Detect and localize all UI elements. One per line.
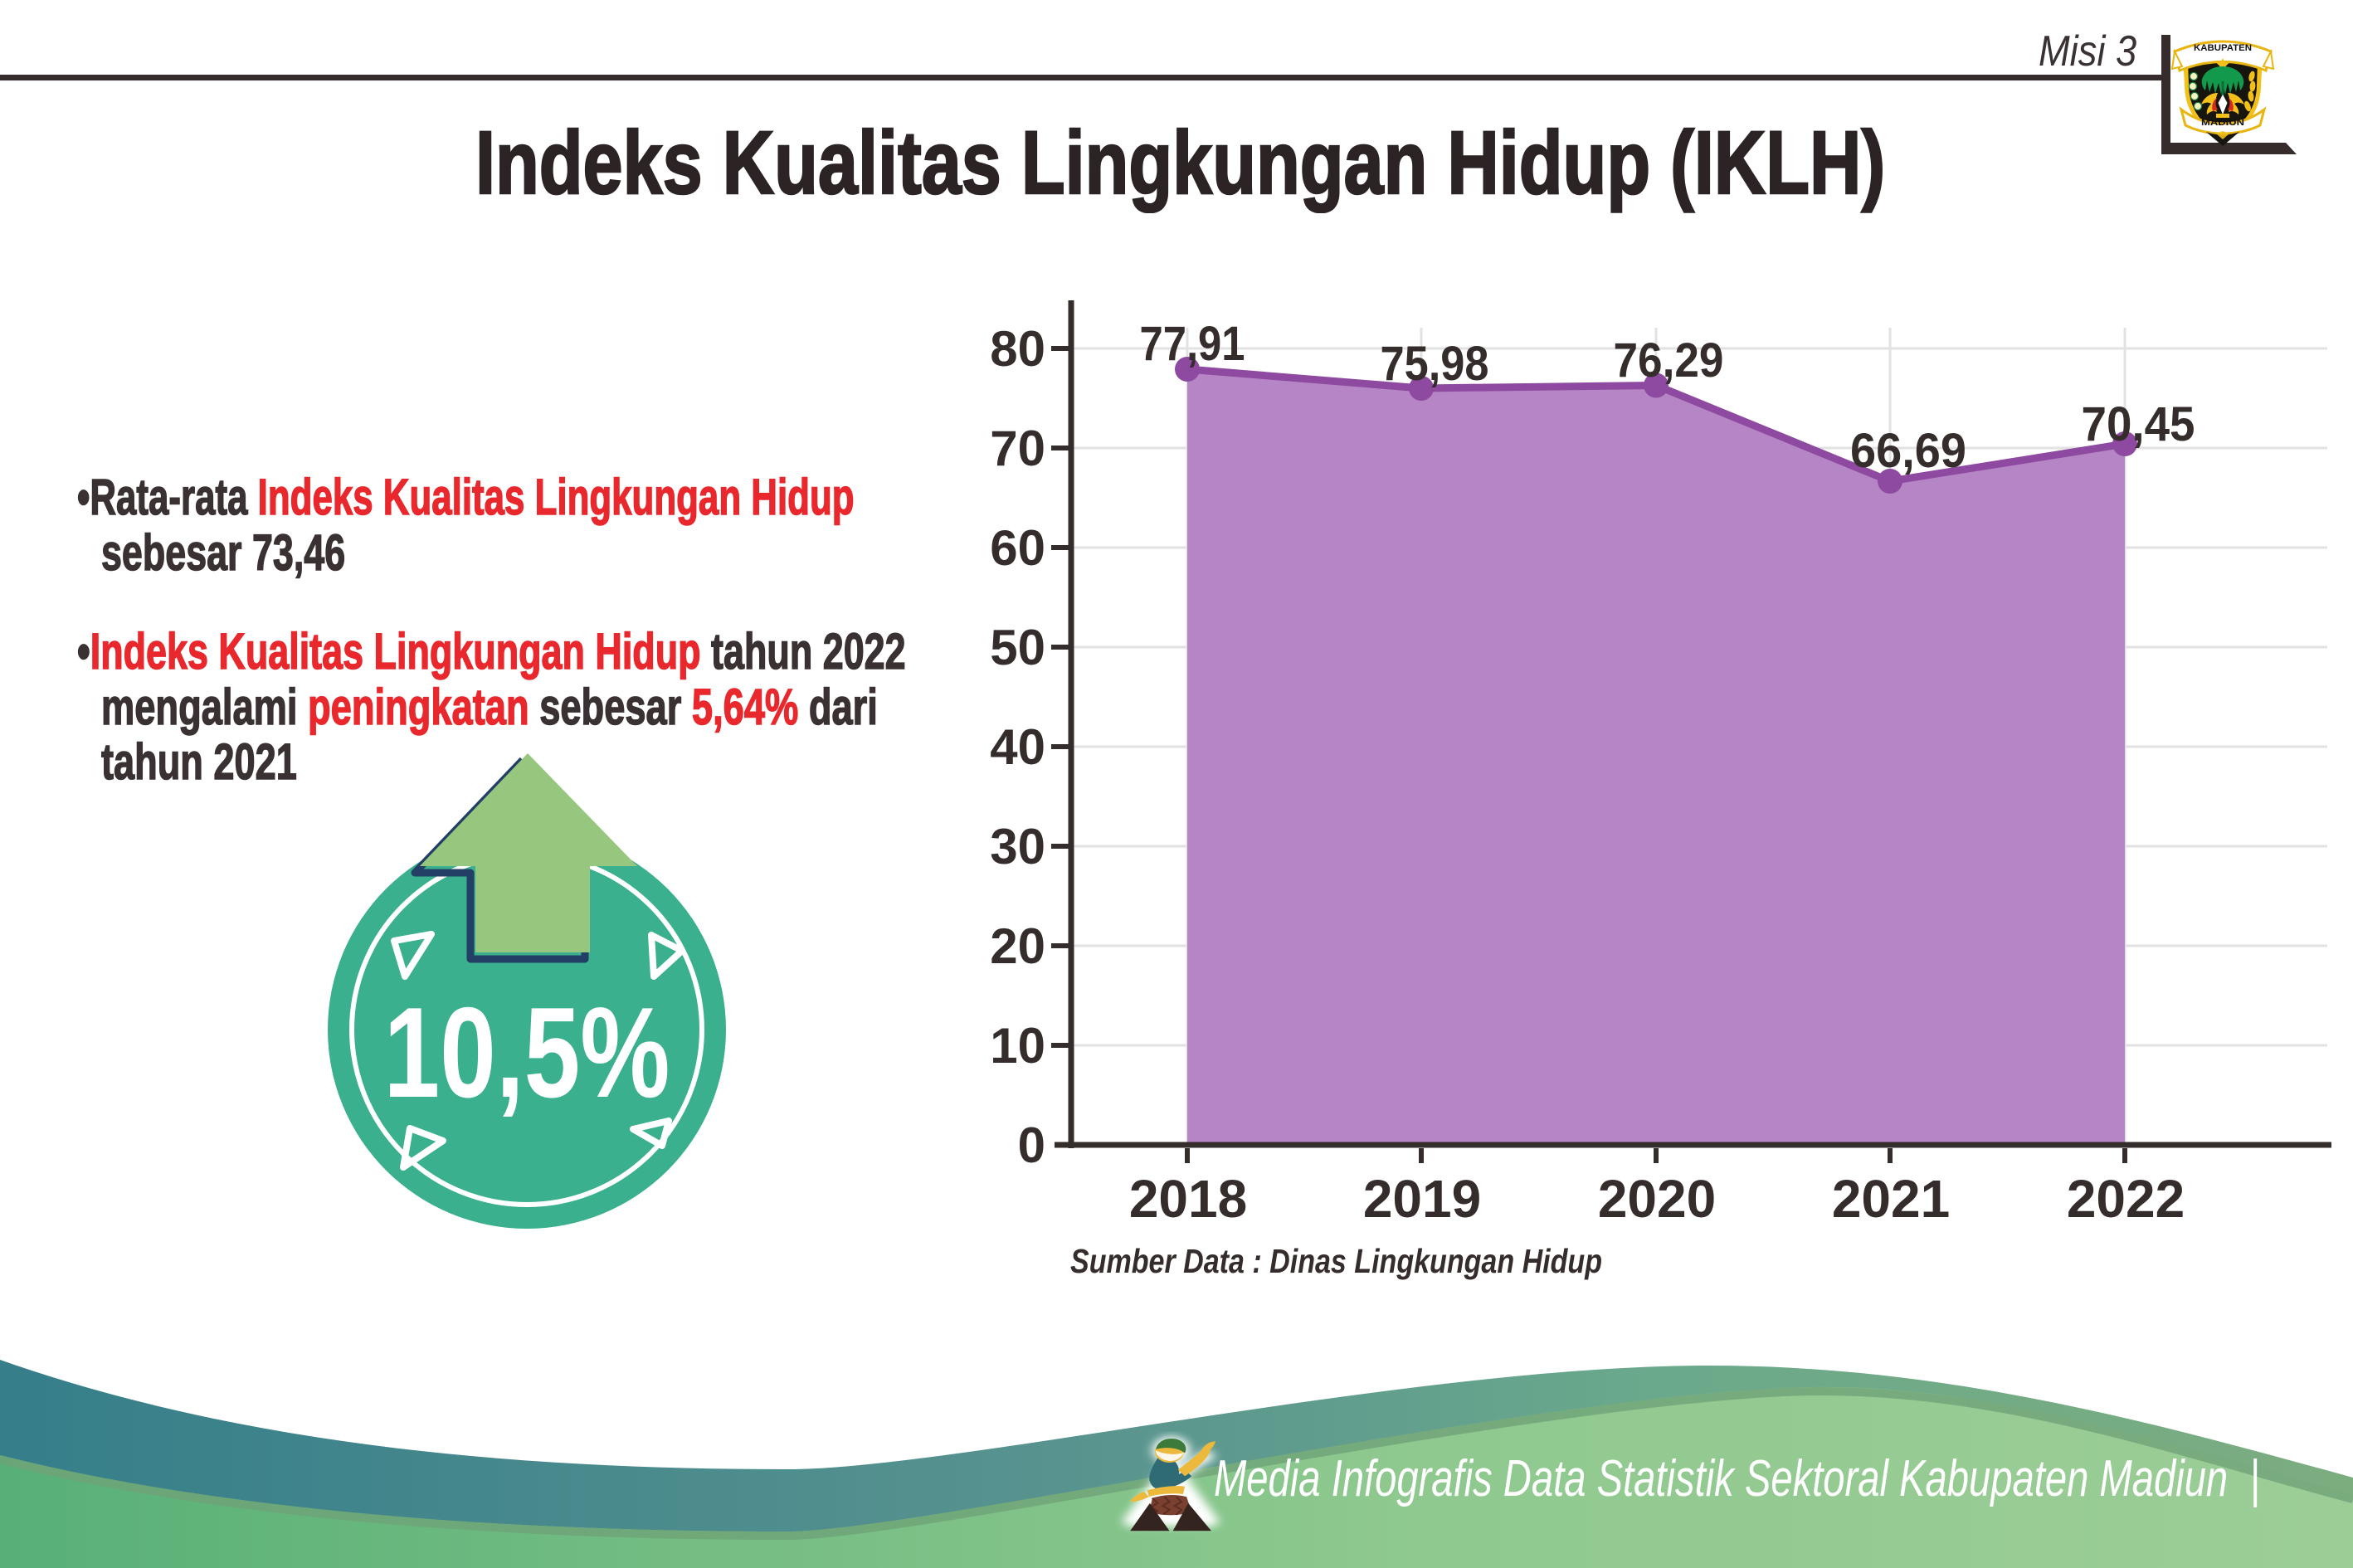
svg-text:2021: 2021 — [1832, 1169, 1950, 1229]
svg-text:70: 70 — [990, 421, 1045, 476]
svg-text:40: 40 — [990, 719, 1045, 775]
svg-text:10: 10 — [990, 1018, 1045, 1074]
svg-text:2020: 2020 — [1598, 1169, 1716, 1229]
svg-text:77,91: 77,91 — [1140, 317, 1245, 371]
svg-text:50: 50 — [990, 620, 1045, 675]
svg-text:Sumber Data : Dinas Lingkungan: Sumber Data : Dinas Lingkungan Hidup — [1070, 1242, 1602, 1280]
svg-text:30: 30 — [990, 819, 1045, 874]
svg-text:0: 0 — [1018, 1118, 1045, 1173]
svg-text:2022: 2022 — [2067, 1169, 2185, 1229]
svg-text:2019: 2019 — [1363, 1169, 1481, 1229]
svg-text:2018: 2018 — [1129, 1169, 1247, 1229]
svg-text:80: 80 — [990, 321, 1045, 377]
svg-text:KABUPATEN: KABUPATEN — [2194, 43, 2252, 53]
svg-text:60: 60 — [990, 520, 1045, 576]
svg-text:66,69: 66,69 — [1850, 424, 1966, 478]
svg-text:20: 20 — [990, 918, 1045, 974]
svg-text:75,98: 75,98 — [1381, 337, 1489, 391]
svg-text:70,45: 70,45 — [2082, 397, 2195, 451]
svg-text:MADIUN: MADIUN — [2201, 118, 2244, 128]
svg-text:76,29: 76,29 — [1614, 334, 1724, 387]
svg-text:10,5%: 10,5% — [384, 981, 670, 1124]
